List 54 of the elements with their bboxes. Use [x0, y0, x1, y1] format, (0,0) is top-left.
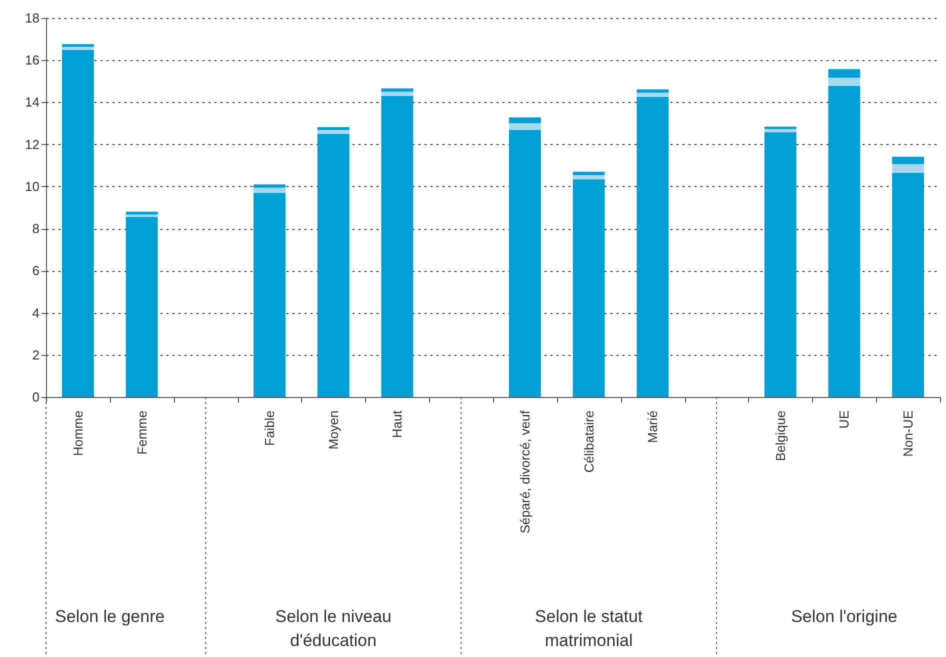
x-tick-label: Moyen: [326, 410, 341, 450]
x-tick-label: Marié: [645, 410, 660, 444]
x-tick-label: Haut: [390, 410, 405, 438]
bar: [764, 132, 796, 397]
bar: [381, 96, 414, 397]
bar: [892, 172, 924, 397]
bar: [636, 96, 669, 397]
bar: [126, 214, 158, 217]
bar: [572, 179, 605, 397]
y-tick-label: 0: [32, 390, 40, 404]
x-tick-label: Homme: [70, 410, 86, 456]
bar: [892, 164, 924, 173]
y-tick-label: 16: [25, 52, 40, 68]
bar: [381, 92, 414, 96]
bar: [508, 130, 541, 397]
y-tick-label: 8: [32, 221, 40, 236]
bar: [254, 192, 286, 397]
bar: [508, 117, 541, 124]
x-tick-label: UE: [836, 410, 852, 429]
bar: [126, 212, 158, 214]
bar: [572, 172, 605, 176]
bar: [828, 86, 860, 397]
bar: [828, 78, 860, 86]
x-tick-label: Séparé, divorcé, veuf: [517, 410, 532, 534]
y-tick-label: 4: [32, 305, 40, 320]
x-tick-label: Belgique: [772, 410, 788, 462]
bar: [254, 188, 286, 193]
bar: [126, 216, 158, 397]
x-tick-label: Non-UE: [900, 410, 916, 457]
y-tick-label: 6: [32, 263, 40, 278]
bar: [764, 128, 796, 132]
bar: [317, 134, 350, 397]
x-tick-label: Femme: [134, 410, 150, 455]
bar: [317, 130, 350, 134]
y-tick-label: 12: [25, 136, 40, 152]
text: Selon l'origine: [791, 607, 898, 626]
y-tick-label: 10: [25, 178, 40, 194]
y-tick-label: 14: [25, 94, 40, 110]
bar: [508, 123, 541, 130]
bar: [636, 92, 669, 97]
bar: [62, 50, 94, 397]
x-tick-label: Célibataire: [581, 410, 596, 473]
bar: [317, 127, 350, 130]
y-tick-label: 18: [25, 10, 40, 26]
text: Selon le statut matrimonial: [534, 607, 643, 650]
y-tick-label: 2: [32, 347, 40, 362]
x-tick-label: Faible: [262, 410, 277, 446]
bar: [62, 46, 94, 50]
bar: [892, 156, 924, 164]
text: Selon le niveau d'éducation: [275, 607, 392, 650]
text: Selon le genre: [55, 607, 165, 626]
bar: [572, 175, 605, 180]
bar: [62, 44, 94, 47]
bar: [828, 69, 860, 78]
